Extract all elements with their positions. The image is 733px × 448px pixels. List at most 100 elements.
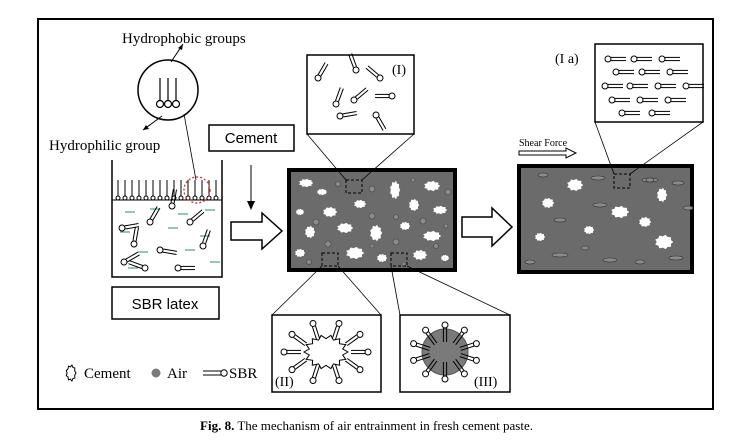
sbr-molecule [344,357,364,374]
sbr-molecule [372,111,387,131]
zoom-connector [183,113,197,181]
cement-grain [657,187,668,203]
sbr-molecule [459,340,480,351]
cement-grain [337,222,354,234]
surfactant-molecule-detail [137,43,199,131]
sbr-molecule [344,330,364,347]
sbr-molecule [452,358,468,378]
sbr-molecule [331,363,343,385]
surface-molecule-head [178,195,184,201]
sbr-molecule [604,55,626,63]
shear-arrow [461,206,514,248]
cement-grain [534,232,546,242]
cement-grain [542,197,555,209]
air-bubble [433,243,439,249]
cement-grain [655,234,674,250]
air-bubble [335,181,341,187]
inset-i-label: (I) [392,63,406,78]
surface-molecule-head [213,195,219,201]
air-bubble [369,243,375,249]
legend-air-icon [151,368,161,378]
air-bubble [682,205,694,211]
sbr-molecule [174,264,195,272]
air-bubble [602,257,618,263]
cement-grain [294,248,306,258]
sbr-molecule [168,188,178,210]
sbr-molecule [309,363,321,385]
sbr-molecule [410,353,431,364]
surface-molecule-head [199,195,205,201]
cement-grain [583,225,595,235]
sbr-molecule [130,226,140,248]
surface-molecule-head [115,195,121,201]
sbr-molecule [186,209,205,226]
shear-force-arrow [518,147,578,159]
legend-air-label: Air [167,366,187,382]
sbr-molecule [459,353,480,364]
sbr-molecule [452,326,468,346]
sbr-molecule [422,358,438,378]
sbr-molecule [348,53,360,74]
surface-molecule-head [192,195,198,201]
mix-arrow [230,211,284,251]
inset-ii-label: (II) [275,375,294,390]
sbr-latex-box [111,286,220,320]
sbr-molecule [410,340,431,351]
air-bubble [590,175,606,181]
air-bubble [537,172,549,178]
cement-grain [298,178,314,188]
sbr-molecule [199,229,211,250]
zoom-box-ia [613,173,631,189]
air-bubble [401,261,407,267]
surface-molecule-head [150,195,156,201]
figure-caption: Fig. 8. The mechanism of air entrainment… [0,418,733,434]
cement-grain [423,230,442,242]
air-bubble [592,202,608,208]
inset-ia-label: (I a) [555,52,579,67]
cement-grain [639,216,652,228]
cement-box [208,124,295,152]
sbr-molecule [336,110,358,120]
air-bubble [645,177,655,183]
cement-box-label: Cement [225,130,278,147]
sbr-molecule [441,362,449,383]
inset-i [306,54,415,135]
air-bubble [419,217,427,225]
air-bubble [410,177,416,183]
sbr-molecule [146,206,161,226]
zoom-box-ii [321,252,339,267]
sbr-molecule [658,55,680,63]
sbr-molecule [612,68,634,76]
air-bubble [368,185,376,193]
sbr-molecule [314,62,329,82]
cement-grain [424,180,441,192]
air-bubble [444,188,452,196]
air-bubble [368,212,376,220]
highlight-circle [183,176,211,204]
cement-grain [567,178,584,192]
legend-sbr-icon [203,369,228,377]
sbr-beaker [111,160,223,278]
figure-frame [37,18,714,410]
cement-grain [316,188,328,196]
sbr-molecule [636,96,658,104]
cement-grain [413,249,428,261]
cement-grain [370,224,383,242]
air-bubble [551,252,569,258]
sbr-molecule [309,319,321,341]
sbr-molecule [120,251,140,266]
air-bubble [443,223,449,229]
hydrophilic-label: Hydrophilic group [49,138,160,154]
sbr-molecule [128,260,149,272]
shear-force-label: Shear Force [519,138,568,149]
surface-molecule-head [122,195,128,201]
cement-grain [399,221,411,231]
sbr-molecule [118,222,140,232]
sbr-molecule [626,82,648,90]
sbr-molecule [288,357,308,374]
sbr-molecule [156,246,178,256]
cement-paste-sheared [517,164,694,274]
cement-grain [346,246,365,260]
air-bubble [580,245,590,251]
